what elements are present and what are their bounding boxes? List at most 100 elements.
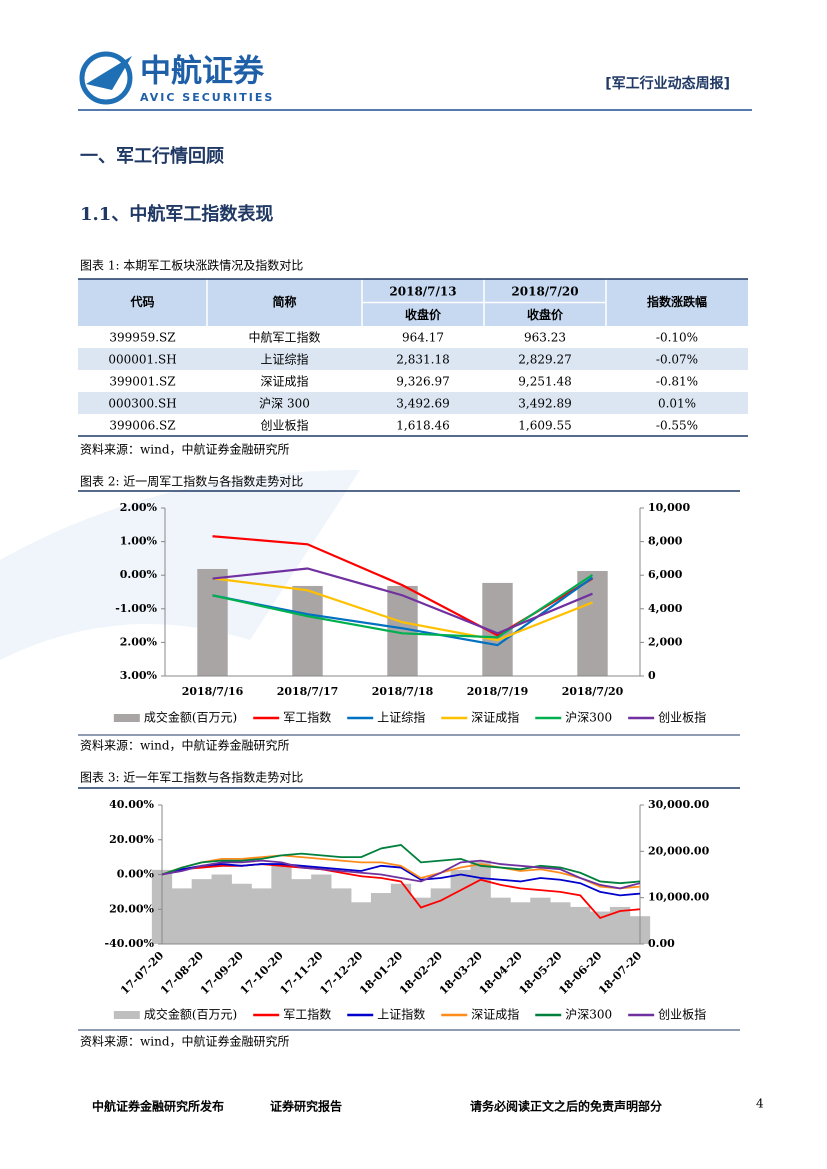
legend-label: 成交金额(百万元) xyxy=(144,710,237,725)
x-tick-label: 2018/7/16 xyxy=(182,685,244,698)
bar xyxy=(609,906,631,944)
bar xyxy=(530,897,551,944)
legend: 成交金额(百万元) 军工指数 上证综指 深证成指 沪深300 创业板指 xyxy=(113,710,706,725)
table-cell: 创业板指 xyxy=(260,418,308,433)
x-tick-label: 2018/7/18 xyxy=(372,685,434,698)
legend-swatch xyxy=(113,714,140,722)
legend-label: 上证指数 xyxy=(377,1007,425,1022)
axis-tick-label: 20.00% xyxy=(109,902,154,915)
line-series xyxy=(212,573,594,639)
footer-middle: 证券研究报告 xyxy=(270,1099,342,1114)
table-row-bg xyxy=(78,348,748,370)
bar xyxy=(191,879,212,944)
bar xyxy=(351,902,372,944)
bar xyxy=(570,906,591,944)
axis-tick-label: 2,000 xyxy=(648,635,683,648)
legend-label: 沪深300 xyxy=(565,1008,612,1022)
table-header: 2018/7/13 xyxy=(389,284,456,298)
x-tick-label: 2018/7/17 xyxy=(277,685,339,698)
legend: 成交金额(百万元) 军工指数 上证指数 深证成指 沪深300 创业板指 xyxy=(113,1007,706,1022)
bar xyxy=(311,874,332,944)
table-cell: 深证成指 xyxy=(260,374,308,389)
bar xyxy=(577,571,608,676)
table-cell: 3,492.69 xyxy=(396,397,449,411)
axis-tick-label: 0.00% xyxy=(117,868,155,881)
line-series xyxy=(161,859,641,890)
legend-label: 军工指数 xyxy=(283,710,331,725)
table-cell: 9,326.97 xyxy=(396,375,449,389)
line-series xyxy=(212,567,593,635)
bar xyxy=(197,568,228,676)
axis-tick-label: 0 xyxy=(648,669,656,682)
bar xyxy=(331,888,352,944)
table-cell: 000300.SH xyxy=(108,397,176,411)
axis-tick-label: 6,000 xyxy=(648,568,683,581)
report-tag: [军工行业动态周报] xyxy=(605,75,730,92)
axis-tick-label: 0.00 xyxy=(648,937,675,950)
table-cell: 0.01% xyxy=(658,397,696,411)
bar xyxy=(251,888,272,944)
bar xyxy=(390,883,412,944)
legend-label: 沪深300 xyxy=(565,711,612,725)
table-header: 简称 xyxy=(272,294,296,309)
table-header: 代码 xyxy=(129,294,154,309)
table-cell: 000001.SH xyxy=(108,353,176,367)
table-cell: 中航军工指数 xyxy=(248,330,320,345)
logo-icon xyxy=(79,51,133,105)
table-row-bg xyxy=(78,392,748,414)
bar xyxy=(450,869,471,944)
bar xyxy=(510,902,531,944)
table-cell: 399001.SZ xyxy=(109,375,175,389)
table-cell: -0.55% xyxy=(656,419,698,433)
table-cell: -0.07% xyxy=(656,353,698,367)
table-cell: 1,609.55 xyxy=(518,419,571,433)
bar xyxy=(211,874,232,944)
page-number: 4 xyxy=(756,1097,764,1111)
table-cell: 2,831.18 xyxy=(396,353,449,367)
bar xyxy=(470,860,491,944)
axis-tick-label: 2.00% xyxy=(120,635,158,648)
legend-label: 深证成指 xyxy=(471,710,519,725)
x-tick-label: 2018/7/19 xyxy=(467,685,529,698)
table-cell: 399959.SZ xyxy=(109,331,175,345)
bar xyxy=(292,585,323,676)
line-series xyxy=(212,576,594,647)
x-tick-label: 2018/7/20 xyxy=(562,685,624,698)
axis-tick-label: 20.00% xyxy=(109,833,154,846)
footer-left: 中航证券金融研究所发布 xyxy=(92,1099,224,1114)
axis-tick-label: 10,000 xyxy=(648,501,690,514)
table-source: 资料来源：wind，中航证券金融研究所 xyxy=(80,442,290,457)
bar xyxy=(590,911,611,944)
axis-tick-label: 3.00% xyxy=(120,669,158,682)
legend-label: 创业板指 xyxy=(658,710,706,725)
axis-tick-label: 10,000.00 xyxy=(648,891,710,904)
axis-tick-label: 1.00% xyxy=(120,535,158,548)
chart-caption: 图表 3: 近一年军工指数与各指数走势对比 xyxy=(80,770,303,785)
legend-label: 创业板指 xyxy=(658,1007,706,1022)
line-series xyxy=(161,854,641,890)
table-cell: 399006.SZ xyxy=(109,419,175,433)
bar xyxy=(550,902,571,944)
subsection-title: 1.1、中航军工指数表现 xyxy=(80,203,273,225)
table-cell: 沪深 300 xyxy=(259,397,310,411)
line-series xyxy=(161,844,641,885)
table-cell: 3,492.89 xyxy=(518,397,571,411)
watermark xyxy=(0,470,360,660)
section-title: 一、军工行情回顾 xyxy=(80,145,224,167)
logo-wing xyxy=(86,56,132,90)
table-cell: 1,618.46 xyxy=(396,419,449,433)
table-cell: -0.10% xyxy=(656,331,698,345)
chart-source: 资料来源：wind，中航证券金融研究所 xyxy=(80,1034,290,1049)
legend-label: 成交金额(百万元) xyxy=(144,1007,237,1022)
table-subheader: 收盘价 xyxy=(405,307,442,322)
legend-label: 军工指数 xyxy=(283,1007,331,1022)
bar xyxy=(291,879,312,944)
bar xyxy=(410,897,432,944)
line-series xyxy=(161,863,641,897)
table-subheader: 收盘价 xyxy=(527,307,564,322)
footer-right: 请务必阅读正文之后的免责声明部分 xyxy=(470,1099,662,1114)
axis-tick-label: -1.00% xyxy=(115,602,157,615)
axis-tick-label: -40.00% xyxy=(105,937,155,950)
chart-source: 资料来源：wind，中航证券金融研究所 xyxy=(80,738,290,753)
